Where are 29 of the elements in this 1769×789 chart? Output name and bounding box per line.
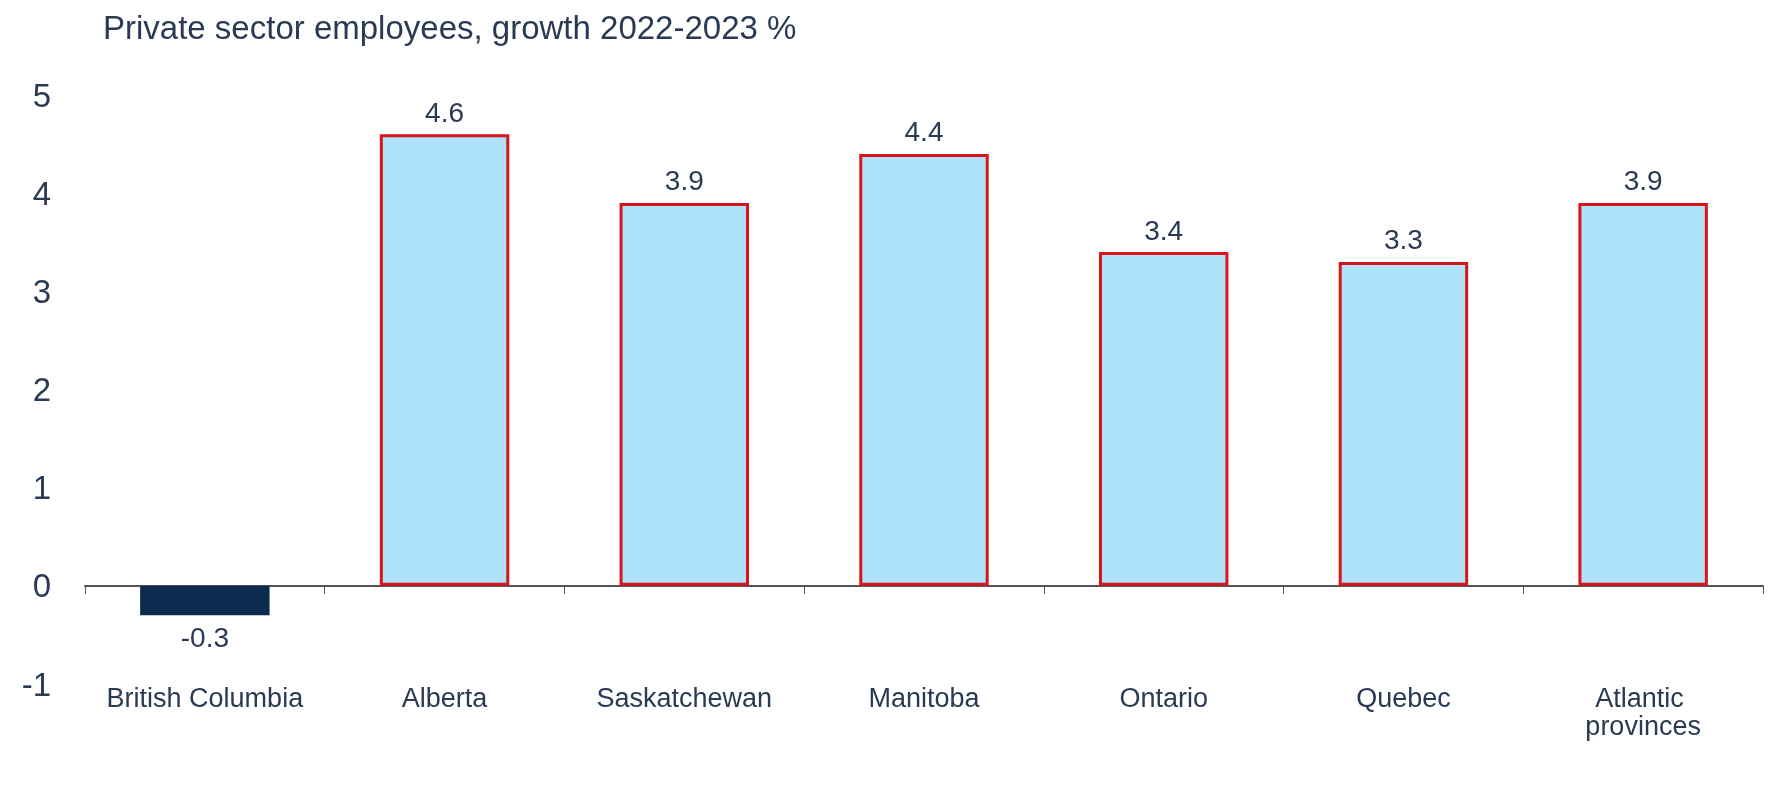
bar [1338,261,1469,586]
data-label: -0.3 [180,621,229,653]
y-tick-label: 5 [32,76,51,114]
x-tick-label: British Columbia [106,683,305,713]
bar [1578,202,1708,586]
y-tick-label: 2 [32,371,51,408]
y-tick-label: 1 [32,469,51,507]
data-label: 4.6 [425,96,465,128]
chart-title: Private sector employees, growth 2022-2023 % [103,9,797,46]
data-label: 3.3 [1383,224,1423,256]
bar [859,153,989,586]
bar [140,585,270,616]
data-label: 3.4 [1144,214,1184,246]
y-tick-label: 4 [32,174,51,212]
x-tick-label: Quebec [1356,683,1451,713]
bar [619,202,750,586]
x-tick-label: Atlantic provinces [1585,683,1701,741]
data-label: 4.4 [904,116,944,148]
data-label: 3.9 [1623,165,1663,197]
x-tick-label: Manitoba [868,683,981,713]
y-tick-label: -1 [21,665,51,703]
data-label: 3.9 [664,165,704,197]
x-tick-label: Ontario [1119,683,1208,713]
y-tick-label: 3 [32,272,51,310]
x-tick-label: Saskatchewan [596,683,773,713]
bar [379,134,510,586]
x-tick-label: Alberta [401,683,489,713]
bar [1098,252,1229,586]
y-tick-label: 0 [32,567,51,605]
